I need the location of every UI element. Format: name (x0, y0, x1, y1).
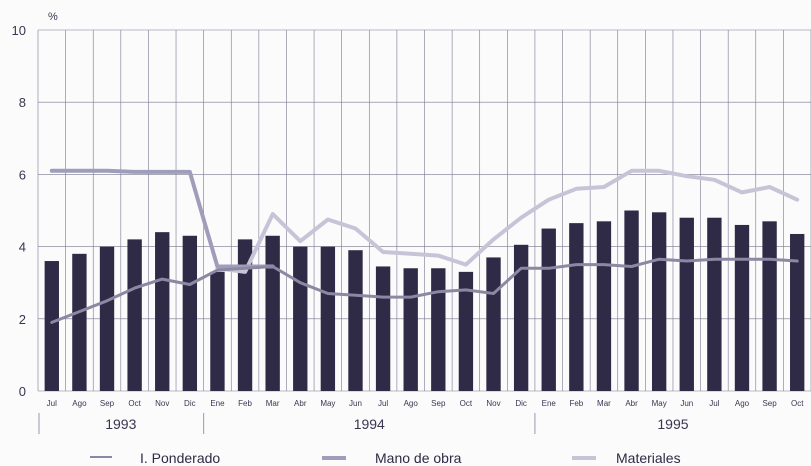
bar (513, 244, 529, 391)
bar (210, 271, 225, 391)
year-label: 1993 (105, 416, 136, 432)
bar (762, 221, 777, 391)
bar (293, 246, 308, 391)
bar (707, 217, 722, 391)
y-tick-label: 6 (19, 167, 26, 182)
x-tick-label: Ago (404, 399, 419, 408)
bar (624, 210, 639, 391)
legend-swatch (572, 456, 596, 460)
x-tick-label: Sep (431, 399, 446, 408)
y-tick-label: 2 (19, 312, 26, 327)
bar (127, 239, 142, 391)
x-tick-label: Jul (47, 399, 57, 408)
y-tick-label: 0 (19, 384, 26, 399)
bar (651, 212, 667, 391)
bar (486, 257, 501, 391)
bar (596, 221, 612, 391)
bar (320, 246, 336, 391)
y-tick-label: 8 (19, 95, 26, 110)
bar (72, 253, 87, 391)
bar (569, 223, 584, 391)
bar (431, 268, 446, 391)
x-tick-label: Ago (72, 399, 87, 408)
x-tick-label: Feb (569, 399, 583, 408)
y-tick-label: 4 (19, 240, 26, 255)
y-tick-label: 10 (12, 23, 26, 38)
series-line (49, 168, 275, 269)
x-tick-label: Oct (128, 399, 141, 408)
x-tick-label: Dic (515, 399, 527, 408)
x-tick-label: Ago (735, 399, 750, 408)
series-line (50, 257, 799, 324)
bar (734, 224, 750, 391)
year-label: 1994 (354, 416, 385, 432)
x-tick-label: Mar (266, 399, 280, 408)
x-tick-label: Sep (100, 399, 115, 408)
x-tick-label: Oct (791, 399, 804, 408)
x-tick-label: Nov (486, 399, 500, 408)
bar (265, 235, 280, 391)
x-tick-label: Dic (184, 399, 196, 408)
bar (155, 232, 170, 391)
bar (44, 261, 59, 391)
bar (679, 217, 694, 391)
x-tick-label: Mar (597, 399, 611, 408)
bar (375, 266, 391, 391)
legend-label: Mano de obra (375, 450, 462, 466)
bar (237, 239, 253, 391)
legend-swatch (322, 456, 346, 460)
series-line (215, 168, 800, 274)
x-tick-label: Jul (378, 399, 388, 408)
bar (348, 250, 363, 391)
bar (182, 235, 198, 391)
bar (790, 233, 805, 391)
bar (541, 228, 556, 391)
x-tick-label: Ene (210, 399, 225, 408)
bar (403, 268, 418, 391)
x-tick-label: May (320, 399, 335, 408)
legend-label: I. Ponderado (140, 450, 220, 466)
legend-swatch (90, 456, 112, 458)
x-tick-label: Ene (542, 399, 557, 408)
x-tick-label: Jun (349, 399, 362, 408)
bar (99, 246, 115, 391)
x-tick-label: Jun (680, 399, 693, 408)
year-label: 1995 (657, 416, 688, 432)
x-tick-label: Abr (625, 399, 638, 408)
x-tick-label: Feb (238, 399, 252, 408)
legend-label: Materiales (616, 450, 681, 466)
x-tick-label: Oct (460, 399, 473, 408)
x-tick-label: Jul (709, 399, 719, 408)
bar (458, 271, 474, 391)
x-tick-label: May (652, 399, 667, 408)
x-tick-label: Abr (294, 399, 307, 408)
x-tick-label: Nov (155, 399, 169, 408)
x-tick-label: Sep (762, 399, 777, 408)
y-unit-label: % (48, 11, 58, 23)
